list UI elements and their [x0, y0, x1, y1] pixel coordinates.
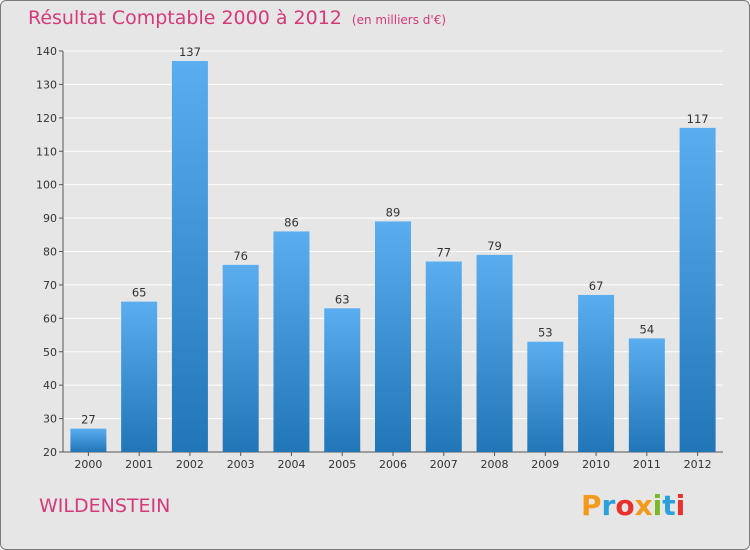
- y-tick-label: 140: [36, 45, 57, 58]
- y-tick-label: 60: [43, 312, 57, 325]
- x-tick-label: 2009: [531, 458, 559, 471]
- y-tick-label: 110: [36, 145, 57, 158]
- y-tick-label: 100: [36, 179, 57, 192]
- bar-value-label: 86: [284, 215, 299, 229]
- bar-2003: [222, 264, 259, 452]
- x-tick-label: 2007: [430, 458, 458, 471]
- x-tick-label: 2010: [582, 458, 610, 471]
- bar-2001: [121, 301, 158, 452]
- chart-title-main: Résultat Comptable 2000 à 2012: [28, 7, 342, 29]
- y-axis-ticks: 20 30 40 50 60 70 80 90 100 110 120 130 140: [36, 45, 63, 459]
- bar-value-label: 27: [81, 413, 96, 427]
- bar-value-label: 53: [538, 326, 553, 340]
- bar-value-label: 63: [335, 292, 350, 306]
- x-tick-label: 2011: [633, 458, 661, 471]
- bar-2006: [375, 221, 411, 452]
- bar-value-label: 67: [589, 279, 604, 293]
- bar-value-label: 89: [386, 205, 401, 219]
- bar-2004: [273, 231, 310, 452]
- bar-value-label: 54: [640, 322, 655, 336]
- y-tick-label: 90: [43, 212, 57, 225]
- bar-2011: [628, 338, 665, 452]
- x-tick-label: 2001: [125, 458, 153, 471]
- chart-title: Résultat Comptable 2000 à 2012 (en millie…: [28, 7, 446, 29]
- y-tick-label: 50: [43, 346, 57, 359]
- x-tick-label: 2004: [277, 458, 305, 471]
- chart-title-unit: (en milliers d'€): [351, 13, 447, 27]
- y-tick-label: 80: [43, 246, 57, 259]
- bar-2007: [425, 261, 462, 452]
- bar-2012: [679, 127, 716, 452]
- x-tick-label: 2003: [227, 458, 255, 471]
- commune-name: WILDENSTEIN: [39, 495, 171, 517]
- bar-2000: [70, 428, 107, 452]
- y-tick-label: 130: [36, 78, 57, 91]
- bar-value-label: 79: [487, 239, 502, 253]
- logo-letter: o: [615, 489, 635, 522]
- x-tick-label: 2008: [481, 458, 509, 471]
- x-tick-label: 2005: [328, 458, 356, 471]
- logo-letter: i: [675, 489, 686, 522]
- x-axis-ticks: 2000 2001 2002 2003 2004 2005 2006 2007 2008 2009…: [74, 452, 712, 471]
- bar-2009: [527, 341, 564, 452]
- y-tick-label: 70: [43, 279, 57, 292]
- x-tick-label: 2006: [379, 458, 407, 471]
- logo-letter: r: [601, 489, 616, 522]
- logo-letter: P: [581, 489, 602, 522]
- bar-value-label: 77: [436, 246, 451, 260]
- proxiti-logo: Proxiti: [581, 489, 685, 522]
- bar-2008: [476, 254, 513, 452]
- bar-value-label: 76: [233, 249, 248, 263]
- bar-value-label: 137: [179, 45, 201, 59]
- y-tick-label: 30: [43, 413, 57, 426]
- logo-letter: t: [662, 489, 676, 522]
- x-tick-label: 2000: [74, 458, 102, 471]
- y-tick-label: 40: [43, 379, 57, 392]
- logo-letter: x: [634, 489, 653, 522]
- bar-2010: [578, 294, 615, 452]
- bar-2005: [324, 308, 361, 452]
- bar-value-label: 65: [132, 286, 147, 300]
- y-tick-label: 20: [43, 446, 57, 459]
- bar-2002: [171, 61, 208, 453]
- x-tick-label: 2002: [176, 458, 204, 471]
- bar-value-label: 117: [687, 112, 709, 126]
- y-tick-label: 120: [36, 112, 57, 125]
- x-tick-label: 2012: [684, 458, 712, 471]
- logo-letter: i: [652, 489, 663, 522]
- bars: [70, 61, 716, 453]
- bar-value-labels: 27 65 137 76 86 63 89 77 79 53 67 54 117: [81, 45, 709, 427]
